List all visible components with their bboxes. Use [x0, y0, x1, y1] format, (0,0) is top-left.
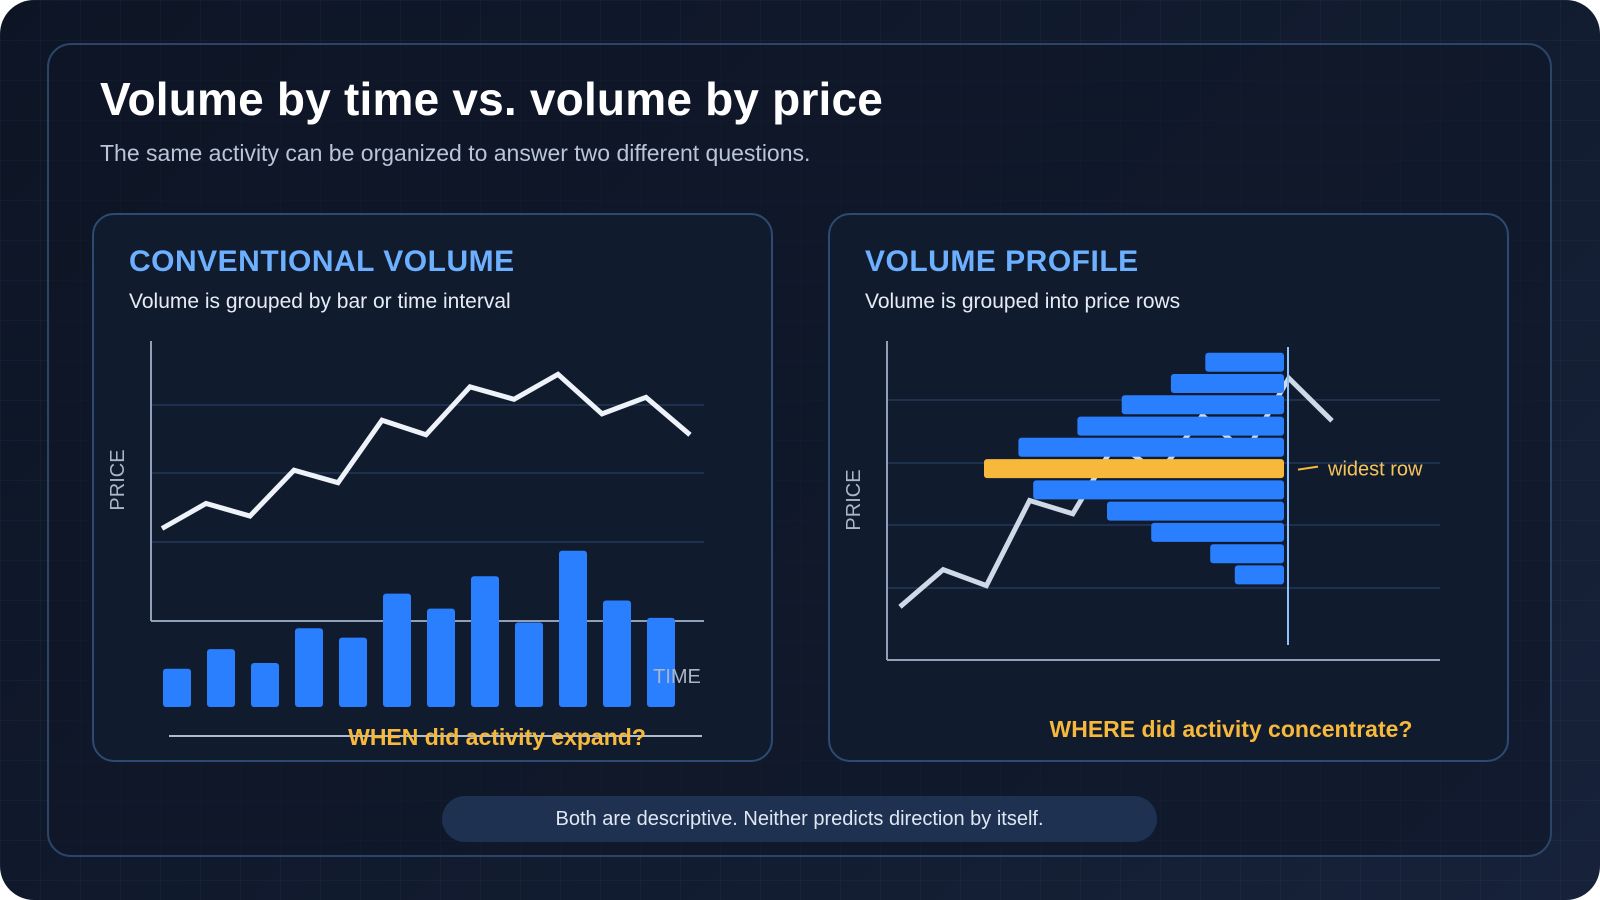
conventional-volume-panel: CONVENTIONAL VOLUME Volume is grouped by…: [92, 213, 773, 762]
page-subtitle: The same activity can be organized to an…: [100, 140, 811, 166]
volume-bar: [427, 608, 455, 707]
x-axis-label: TIME: [653, 666, 701, 688]
panel-question: WHERE did activity concentrate?: [1050, 716, 1413, 742]
panel-title: VOLUME PROFILE: [865, 245, 1139, 278]
profile-row-bar: [1033, 480, 1284, 500]
panel-title: CONVENTIONAL VOLUME: [129, 245, 515, 278]
profile-row-bar: [1151, 522, 1284, 542]
volume-bar: [471, 576, 499, 707]
footer-note: Both are descriptive. Neither predicts d…: [442, 796, 1157, 842]
profile-row-bar: [1077, 416, 1284, 436]
volume-profile-chart: widest row PRICE WHERE did activity conc…: [843, 341, 1440, 742]
volume-profile-panel: VOLUME PROFILE Volume is grouped into pr…: [828, 213, 1509, 762]
page-title: Volume by time vs. volume by price: [100, 73, 884, 125]
profile-row-bar: [1170, 374, 1284, 393]
volume-bars: [163, 550, 675, 707]
volume-bar: [515, 622, 543, 707]
volume-bar: [339, 637, 367, 707]
panel-question: WHEN did activity expand?: [348, 724, 646, 750]
widest-row-bar: [984, 459, 1284, 479]
profile-rows: [984, 352, 1284, 585]
volume-bar: [163, 668, 191, 707]
annotation-tick: [1297, 465, 1319, 471]
volume-bar: [383, 593, 411, 707]
volume-bar: [559, 550, 587, 707]
volume-bar: [295, 628, 323, 707]
volume-bar: [207, 649, 235, 707]
profile-row-bar: [1107, 501, 1284, 521]
profile-row-bar: [1018, 437, 1284, 457]
y-axis-label: PRICE: [843, 469, 865, 530]
profile-row-bar: [1121, 395, 1284, 415]
panel-description: Volume is grouped into price rows: [865, 290, 1181, 313]
chart-gridlines: [151, 404, 704, 543]
volume-bar: [603, 600, 631, 707]
profile-row-bar: [1234, 565, 1284, 585]
volume-bar: [647, 617, 675, 707]
y-axis-label: PRICE: [107, 449, 129, 510]
profile-row-bar: [1205, 352, 1284, 372]
profile-row-bar: [1210, 544, 1284, 564]
price-line: [160, 371, 692, 531]
volume-bar: [251, 663, 279, 707]
widest-row-annotation: widest row: [1327, 459, 1423, 481]
panel-description: Volume is grouped by bar or time interva…: [129, 290, 511, 313]
conventional-volume-chart: PRICE TIME WHEN did activity expand?: [107, 341, 704, 750]
